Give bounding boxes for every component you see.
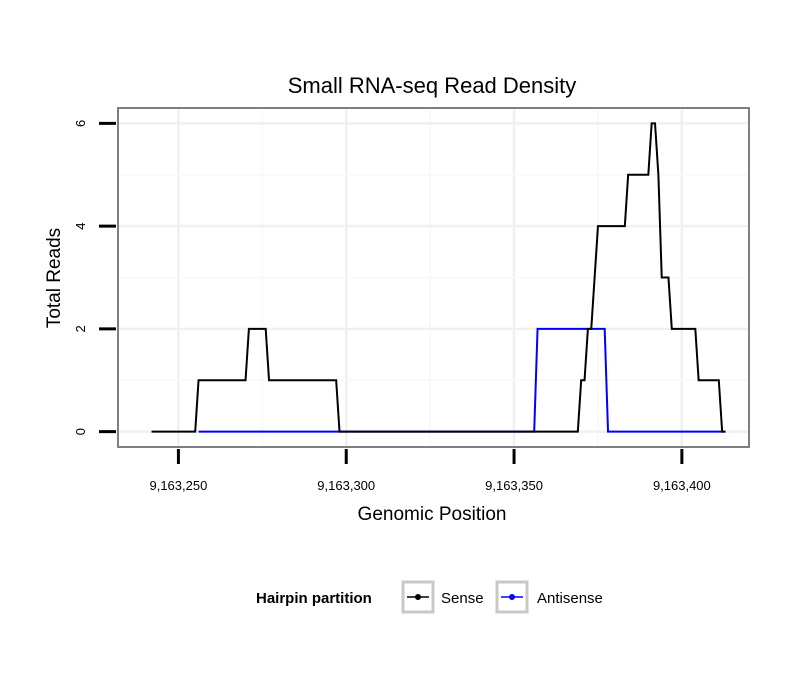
legend-title: Hairpin partition (256, 590, 372, 607)
y-tick-label: 0 (73, 428, 88, 435)
legend-key-point-antisense (509, 594, 515, 600)
legend: Hairpin partition Sense Antisense (256, 580, 603, 614)
y-tick-label: 4 (73, 223, 88, 230)
y-axis-title: Total Reads (44, 228, 65, 328)
legend-label-sense: Sense (441, 590, 484, 607)
x-tick-label: 9,163,400 (653, 478, 711, 493)
y-tick-label: 6 (73, 120, 88, 127)
x-tick-label: 9,163,250 (149, 478, 207, 493)
y-tick-label: 2 (73, 325, 88, 332)
grid (118, 108, 749, 447)
chart-title: Small RNA-seq Read Density (288, 73, 577, 98)
legend-label-antisense: Antisense (537, 590, 603, 607)
y-axis: 0 2 4 6 (73, 120, 116, 435)
plot-panel-border (117, 107, 750, 448)
series-layer (151, 122, 726, 433)
x-axis-title: Genomic Position (358, 504, 507, 525)
legend-key-point-sense (415, 594, 421, 600)
series-line-sense (151, 122, 726, 433)
x-axis: 9,163,250 9,163,300 9,163,350 9,163,400 (149, 449, 711, 493)
x-tick-label: 9,163,350 (485, 478, 543, 493)
x-tick-label: 9,163,300 (317, 478, 375, 493)
legend-item-antisense: Antisense (495, 580, 603, 614)
legend-item-sense: Sense (401, 580, 484, 614)
